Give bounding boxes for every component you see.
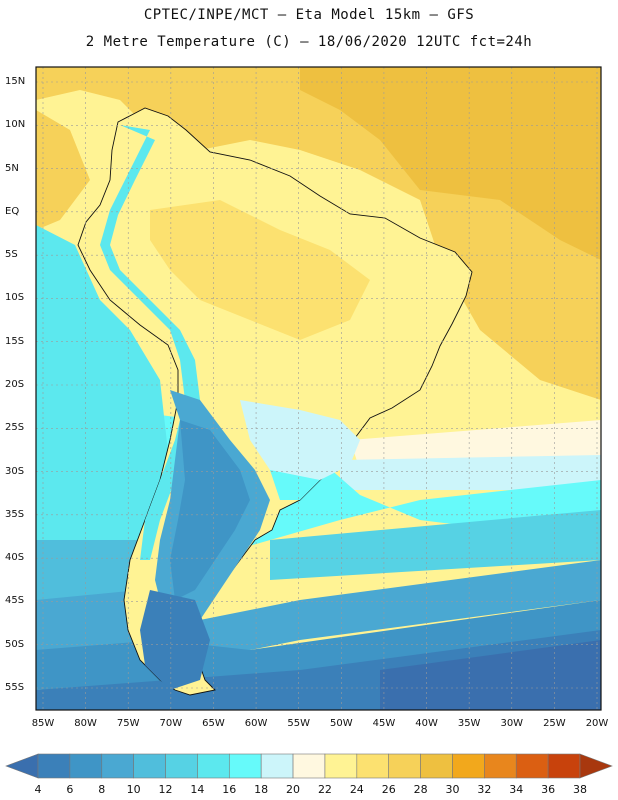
- lat-label-35s: 35S: [5, 508, 25, 520]
- lat-label-5s: 5S: [5, 249, 18, 261]
- color-bar: [5, 753, 613, 779]
- colorbar-label: 22: [317, 783, 332, 796]
- colorbar-swatch: [228, 753, 262, 779]
- colorbar-swatch: [37, 753, 71, 779]
- lon-label-55w: 55W: [287, 718, 310, 729]
- colorbar-label: 6: [66, 783, 74, 796]
- map-frame: [35, 66, 602, 711]
- lon-label-45w: 45W: [372, 718, 396, 729]
- lon-label-60w: 60W: [244, 718, 268, 729]
- lon-label-30w: 30W: [500, 718, 524, 729]
- colorbar-swatch: [133, 753, 166, 779]
- colorbar-swatch: [388, 753, 421, 779]
- colorbar-low-arrow: [5, 753, 39, 779]
- lat-label-45s: 45S: [5, 595, 25, 607]
- colorbar-label: 24: [349, 783, 364, 796]
- graticule: [36, 67, 601, 710]
- lat-label-30s: 30S: [5, 465, 25, 477]
- lon-label-65w: 65W: [202, 718, 225, 729]
- colorbar-label: 4: [34, 783, 42, 796]
- lon-label-85w: 85W: [31, 718, 55, 729]
- colorbar-swatch: [484, 753, 517, 779]
- colorbar-swatch: [324, 753, 358, 779]
- lat-label-40s: 40S: [5, 552, 25, 564]
- lat-label-15n: 15N: [5, 76, 26, 87]
- colorbar-swatch: [101, 753, 134, 779]
- colorbar-label: 26: [381, 783, 396, 796]
- lat-label-15s: 15S: [5, 335, 25, 347]
- colorbar-label: 10: [126, 783, 141, 796]
- lat-label-10n: 10N: [5, 119, 26, 131]
- colorbar-label: 18: [254, 783, 269, 796]
- lat-label-10s: 10S: [5, 292, 25, 304]
- title-variable: 2 Metre Temperature (C) – 18/06/2020 12U…: [85, 34, 533, 50]
- colorbar-label: 12: [158, 783, 173, 796]
- lon-label-50w: 50W: [329, 718, 353, 729]
- lon-label-40w: 40W: [415, 718, 438, 729]
- colorbar-swatch: [69, 753, 103, 779]
- colorbar-swatch: [515, 753, 549, 779]
- colorbar-label: 36: [541, 783, 556, 796]
- title-model: CPTEC/INPE/MCT – Eta Model 15km – GFS: [143, 7, 475, 23]
- lon-label-25w: 25W: [543, 718, 566, 729]
- colorbar-label: 34: [509, 783, 524, 796]
- colorbar-label: 28: [413, 783, 428, 796]
- colorbar-label: 16: [222, 783, 237, 796]
- colorbar-swatch: [197, 753, 230, 779]
- lat-label-eq: EQ: [5, 205, 20, 217]
- colorbar-label: 30: [445, 783, 460, 796]
- colorbar-swatch: [420, 753, 453, 779]
- lon-label-80w: 80W: [74, 718, 97, 729]
- lon-label-35w: 35W: [457, 718, 481, 729]
- lat-label-25s: 25S: [5, 422, 25, 434]
- colorbar-swatch: [165, 753, 198, 779]
- lat-label-5n: 5N: [5, 162, 19, 174]
- colorbar-label: 14: [190, 783, 205, 796]
- colorbar-swatch: [356, 753, 390, 779]
- lon-label-20w: 20W: [585, 718, 609, 729]
- colorbar-label: 20: [286, 783, 301, 796]
- lat-label-50s: 50S: [5, 638, 25, 650]
- colorbar-swatch: [452, 753, 485, 779]
- lat-label-20s: 20S: [5, 379, 25, 390]
- colorbar-swatch: [292, 753, 326, 779]
- colorbar-label: 8: [98, 783, 106, 796]
- lon-label-70w: 70W: [159, 718, 183, 729]
- lon-label-75w: 75W: [116, 718, 140, 729]
- colorbar-swatch: [260, 753, 294, 779]
- colorbar-swatch: [547, 753, 581, 779]
- temperature-field: [36, 67, 601, 710]
- colorbar-label: 38: [573, 783, 587, 796]
- colorbar-label: 32: [477, 783, 492, 796]
- colorbar-high-arrow: [579, 753, 613, 779]
- lat-label-55s: 55S: [5, 682, 25, 693]
